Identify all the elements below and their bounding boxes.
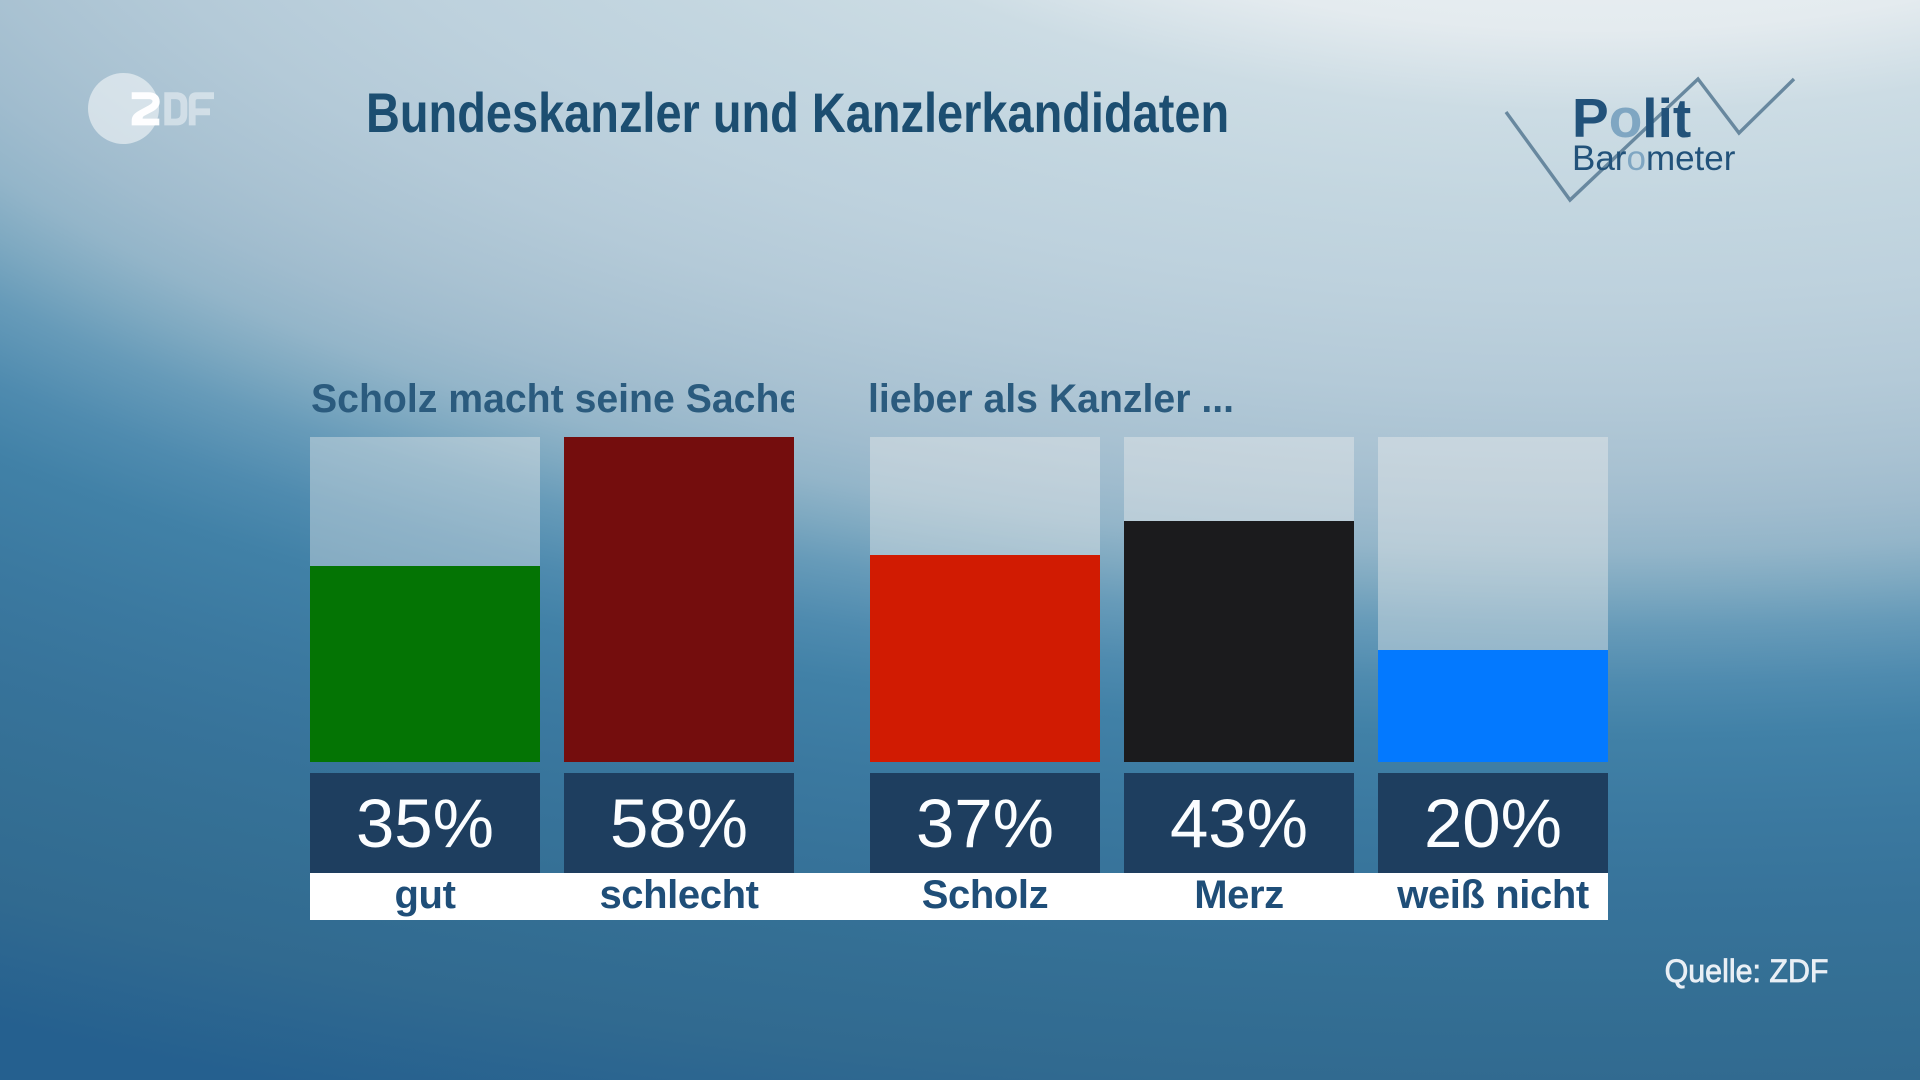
- svg-text:Barometer: Barometer: [1572, 139, 1736, 178]
- svg-text:Polit: Polit: [1572, 87, 1691, 149]
